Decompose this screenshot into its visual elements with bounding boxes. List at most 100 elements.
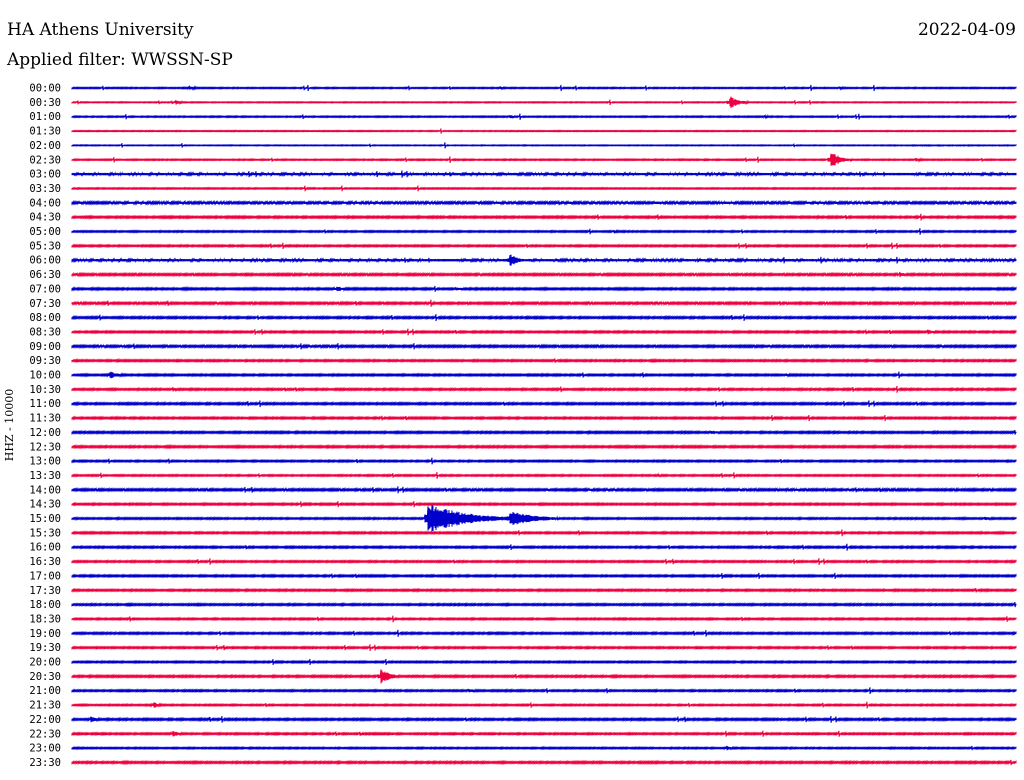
time-tick-label: 20:00 [29,657,61,669]
trace-row [71,228,1017,235]
trace-row [71,84,1017,92]
time-tick-label: 02:00 [29,140,61,152]
trace-row [71,242,1017,250]
trace-row [71,701,1017,709]
time-tick-label: 02:30 [29,154,61,166]
time-tick-label: 05:00 [29,226,61,238]
time-tick-label: 23:30 [29,757,61,769]
trace-row [71,730,1017,737]
trace-row [71,271,1017,278]
time-tick-label: 11:00 [29,398,61,410]
time-tick-label: 01:30 [29,126,61,138]
time-tick-label: 13:00 [29,456,61,468]
time-tick-label: 14:30 [29,499,61,511]
time-tick-label: 08:30 [29,326,61,338]
trace-row [71,504,1017,533]
trace-row [71,715,1017,723]
time-tick-label: 22:00 [29,714,61,726]
trace-row [71,472,1017,479]
time-tick-label: 12:00 [29,427,61,439]
time-tick-label: 17:00 [29,570,61,582]
time-tick-label: 19:30 [29,642,61,654]
time-tick-label: 17:30 [29,585,61,597]
trace-row [71,128,1017,134]
time-tick-label: 01:00 [29,111,61,123]
time-tick-label: 13:30 [29,470,61,482]
trace-row [71,414,1017,422]
trace-row [71,601,1017,608]
time-tick-label: 06:00 [29,255,61,267]
time-tick-label: 00:00 [29,83,61,95]
time-tick-label: 14:00 [29,484,61,496]
trace-row [71,153,1017,166]
time-tick-label: 18:00 [29,599,61,611]
time-tick-label: 23:00 [29,743,61,755]
trace-row [71,745,1017,751]
trace-row [71,629,1017,637]
time-tick-label: 04:00 [29,197,61,209]
trace-row [71,358,1017,364]
trace-row [71,443,1017,450]
trace-row [71,328,1017,336]
time-tick-label: 05:30 [29,240,61,252]
time-tick-label: 21:00 [29,685,61,697]
time-tick-label: 15:30 [29,527,61,539]
trace-row [71,529,1017,537]
trace-row [71,185,1017,192]
time-tick-label: 21:30 [29,700,61,712]
time-tick-label: 06:30 [29,269,61,281]
time-tick-label: 10:00 [29,370,61,382]
trace-row [71,587,1017,593]
trace-row [71,572,1017,580]
time-tick-label: 10:30 [29,384,61,396]
time-tick-label: 03:30 [29,183,61,195]
time-tick-label: 07:30 [29,298,61,310]
trace-row [71,213,1017,221]
time-tick-label: 07:00 [29,283,61,295]
trace-row [71,615,1017,623]
trace-row [71,759,1017,766]
trace-row [71,429,1017,436]
trace-row [71,113,1017,120]
time-tick-label: 16:30 [29,556,61,568]
trace-row [71,543,1017,551]
trace-row [71,385,1017,393]
time-tick-label: 16:00 [29,542,61,554]
trace-row [71,96,1017,109]
time-tick-label: 09:00 [29,341,61,353]
time-tick-label: 15:00 [29,513,61,525]
trace-row [71,558,1017,565]
trace-row [71,170,1017,178]
time-tick-label: 11:30 [29,413,61,425]
time-tick-label: 12:30 [29,441,61,453]
trace-row [71,457,1017,465]
trace-row [71,669,1017,684]
trace-row [71,142,1017,149]
time-tick-label: 09:30 [29,355,61,367]
time-tick-label: 03:00 [29,169,61,181]
trace-row [71,285,1017,292]
trace-row [71,314,1017,322]
trace-row [71,400,1017,408]
trace-row [71,254,1017,266]
trace-row [71,644,1017,652]
trace-row [71,199,1017,206]
chart-title: HA Athens University [7,20,194,40]
time-tick-label: 00:30 [29,97,61,109]
time-tick-label: 18:30 [29,613,61,625]
trace-row [71,486,1017,494]
time-tick-label: 22:30 [29,728,61,740]
trace-row [71,687,1017,695]
time-tick-label: 19:00 [29,628,61,640]
time-tick-label: 20:30 [29,671,61,683]
filter-label: Applied filter: WWSSN-SP [7,50,233,70]
chart-date: 2022-04-09 [917,20,1016,40]
trace-row [71,343,1017,350]
trace-row [71,500,1017,508]
trace-row [71,299,1017,307]
time-tick-label: 08:00 [29,312,61,324]
time-tick-label: 04:30 [29,212,61,224]
trace-row [71,658,1017,666]
trace-row [71,371,1017,379]
